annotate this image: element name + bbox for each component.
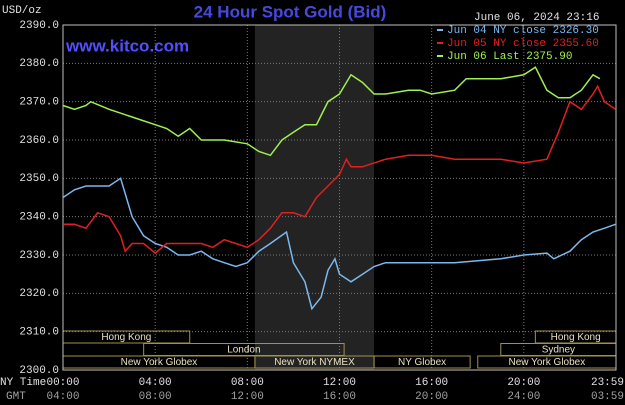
y-tick-label: 2380.0 [19,58,59,70]
x-tick-label: 20:00 [507,377,540,389]
highlight-band [254,25,375,370]
session-label: New York NYMEX [274,357,355,368]
price-line [62,177,616,311]
gmt-tick-label: 04:00 [46,391,79,403]
gmt-tick-label: 12:00 [231,391,264,403]
session-label: NY Globex [398,357,446,368]
legend-label: Jun 04 NY close 2326.30 [447,25,599,37]
x-tick-label: 04:00 [139,377,172,389]
y-tick-label: 2330.0 [19,250,59,262]
x-tick-label: 00:00 [46,377,79,389]
session-label: Hong Kong [551,332,601,343]
session-label: Hong Kong [101,332,151,343]
y-tick-label: 2360.0 [19,135,59,147]
chart-title: 24 Hour Spot Gold (Bid) [194,2,387,21]
session-label: New York Globex [509,357,586,368]
timestamp: June 06, 2024 23:16 [474,12,599,24]
legend-label: Jun 06 Last 2375.90 [447,51,572,63]
gmt-tick-label: 03:59 [591,391,624,403]
y-unit: USD/oz [2,5,42,17]
y-tick-label: 2370.0 [19,97,59,109]
session-label: New York Globex [121,357,198,368]
x-tick-label: 23:59 [591,377,624,389]
session-box [373,355,471,369]
y-tick-label: 2310.0 [19,327,59,339]
x-axis-label: NY Time [0,377,46,389]
gmt-tick-label: 08:00 [139,391,172,403]
x-axis-label: GMT [6,391,26,403]
price-line [63,84,616,255]
x-tick-label: 12:00 [323,377,356,389]
gmt-tick-label: 16:00 [323,391,356,403]
session-label: Sydney [542,345,575,356]
website: www.kitco.com [65,36,189,55]
y-tick-label: 2390.0 [19,20,59,32]
legend-label: Jun 05 NY close 2355.60 [447,38,599,50]
y-tick-label: 2340.0 [19,212,59,224]
y-tick-label: 2350.0 [19,173,59,185]
x-tick-label: 08:00 [231,377,264,389]
x-tick-label: 16:00 [415,377,448,389]
price-line [62,66,601,157]
gmt-tick-label: 24:00 [507,391,540,403]
gmt-tick-label: 20:00 [415,391,448,403]
y-tick-label: 2300.0 [19,365,59,377]
session-label: London [227,345,260,356]
y-tick-label: 2320.0 [19,288,59,300]
